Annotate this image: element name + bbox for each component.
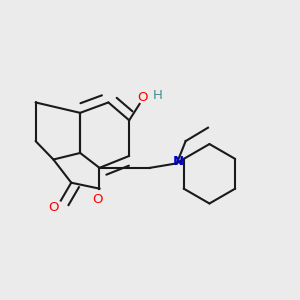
Text: O: O bbox=[93, 193, 103, 206]
Text: H: H bbox=[152, 88, 162, 101]
Text: O: O bbox=[137, 92, 148, 104]
Text: O: O bbox=[48, 202, 59, 214]
Text: N: N bbox=[173, 155, 184, 168]
